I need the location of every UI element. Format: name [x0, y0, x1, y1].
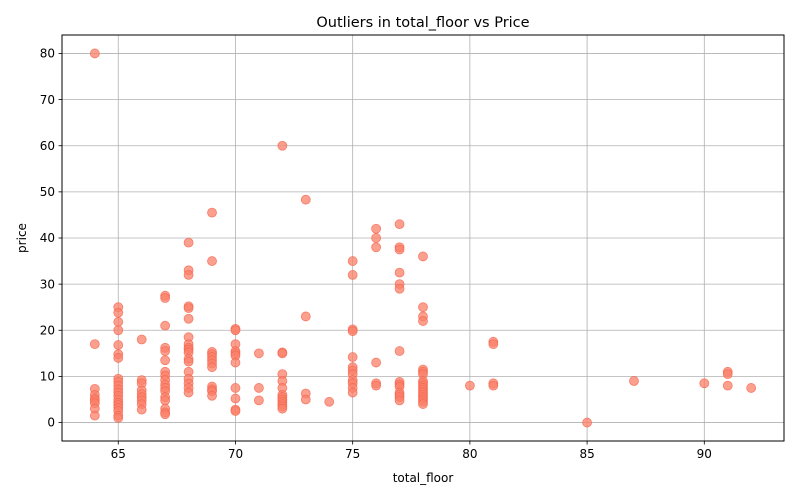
data-point [394, 283, 405, 294]
data-point [113, 340, 124, 350]
data-point [113, 307, 124, 318]
data-point [371, 380, 382, 391]
data-point [113, 413, 124, 423]
data-point [230, 383, 241, 393]
data-point [136, 334, 147, 345]
data-point [230, 357, 241, 368]
data-point [722, 380, 733, 391]
x-axis-ticks: 65 70 75 80 85 90 [111, 441, 712, 461]
data-point [394, 267, 405, 278]
data-point [207, 390, 217, 401]
data-point [394, 346, 405, 356]
data-point [418, 399, 428, 409]
chart-title: Outliers in total_floor vs Price [316, 15, 529, 31]
data-point [113, 353, 124, 363]
data-point [254, 395, 264, 406]
y-tick-label: 50 [40, 185, 55, 199]
data-point [300, 194, 311, 205]
data-point [300, 394, 311, 405]
data-point [300, 311, 311, 322]
data-point [183, 237, 194, 248]
x-tick-label: 80 [462, 447, 477, 461]
grid [62, 35, 784, 441]
data-point [207, 362, 217, 373]
data-point [699, 378, 710, 389]
data-point [207, 256, 217, 266]
data-point [371, 233, 382, 243]
data-point [183, 270, 194, 280]
data-point [347, 387, 358, 398]
data-point [89, 410, 100, 421]
y-axis-ticks: 0 10 20 30 40 50 60 70 80 [40, 47, 62, 430]
data-point [277, 140, 288, 151]
data-point [371, 242, 382, 253]
data-point [347, 270, 358, 280]
data-point [418, 251, 428, 262]
data-point [113, 325, 124, 336]
data-point [464, 380, 475, 391]
data-point [324, 396, 335, 407]
data-point [582, 417, 592, 428]
data-point [394, 244, 405, 255]
y-tick-label: 60 [40, 139, 55, 153]
x-tick-label: 70 [228, 447, 243, 461]
data-point [113, 317, 124, 327]
data-point [160, 409, 171, 420]
data-point [418, 316, 428, 326]
y-tick-label: 20 [40, 323, 55, 337]
data-point [183, 356, 194, 367]
data-point [160, 395, 171, 406]
x-tick-label: 75 [345, 447, 360, 461]
data-point [183, 387, 194, 398]
data-point [277, 403, 288, 414]
data-point [254, 348, 264, 359]
data-point [230, 325, 241, 336]
data-point [230, 406, 241, 416]
data-point [183, 303, 194, 314]
data-point [347, 256, 358, 266]
data-point [488, 339, 499, 350]
data-point [394, 219, 405, 230]
data-point [394, 395, 405, 406]
data-point [418, 302, 428, 313]
data-point [371, 357, 382, 368]
y-axis-title: price [15, 223, 29, 253]
data-point [160, 293, 171, 303]
data-point [254, 383, 264, 393]
data-point [347, 326, 358, 337]
data-point [347, 352, 358, 362]
data-point [89, 339, 100, 350]
data-point [207, 207, 217, 218]
y-tick-label: 30 [40, 277, 55, 291]
data-point [371, 223, 382, 234]
data-point [160, 320, 171, 331]
data-points [89, 48, 757, 428]
y-tick-label: 70 [40, 93, 55, 107]
x-tick-label: 65 [111, 447, 126, 461]
data-point [89, 48, 100, 59]
data-point [183, 313, 194, 324]
data-point [488, 380, 499, 391]
data-point [230, 393, 241, 404]
x-tick-label: 85 [579, 447, 594, 461]
data-point [277, 348, 288, 359]
data-point [160, 346, 171, 356]
data-point [136, 404, 147, 415]
y-tick-label: 40 [40, 231, 55, 245]
x-axis-title: total_floor [393, 471, 454, 485]
data-point [746, 383, 757, 393]
y-tick-label: 80 [40, 47, 55, 61]
y-tick-label: 0 [47, 416, 55, 430]
x-tick-label: 90 [697, 447, 712, 461]
data-point [629, 376, 639, 386]
y-tick-label: 10 [40, 370, 55, 384]
data-point [722, 369, 733, 380]
data-point [160, 355, 171, 366]
